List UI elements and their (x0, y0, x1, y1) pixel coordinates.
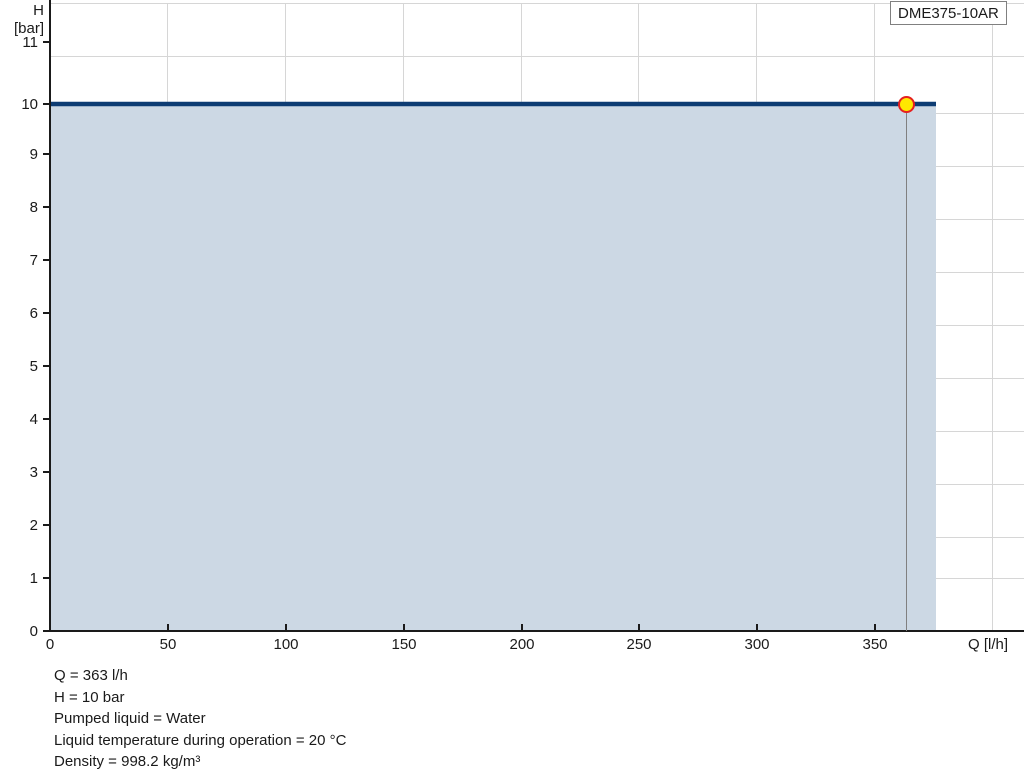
x-tick-100 (285, 624, 287, 632)
curve-fill-area (50, 104, 936, 631)
y-tick-label-2: 2 (29, 517, 38, 534)
y-tick-3 (43, 471, 51, 473)
x-tick-label-100: 100 (273, 636, 299, 653)
y-tick-10 (43, 103, 51, 105)
x-tick-label-50: 50 (159, 636, 177, 653)
x-axis-title: Q [l/h] (968, 636, 1009, 653)
x-tick-label-250: 250 (626, 636, 652, 653)
legend-label: DME375-10AR (898, 4, 999, 22)
y-tick-label-8: 8 (29, 199, 38, 216)
y-tick-label-10: 10 (21, 96, 38, 113)
x-tick-label-150: 150 (391, 636, 417, 653)
info-line-density: Density = 998.2 kg/m³ (54, 753, 201, 770)
y-tick-8 (43, 206, 51, 208)
y-tick-label-9: 9 (29, 146, 38, 163)
x-tick-label-300: 300 (744, 636, 770, 653)
x-axis-line (50, 630, 1024, 632)
y-tick-2 (43, 524, 51, 526)
y-tick-1 (43, 577, 51, 579)
x-tick-50 (167, 624, 169, 632)
plot-area (50, 3, 1024, 631)
y-axis-title: H [bar] (6, 2, 44, 38)
performance-curve-layer (50, 101, 936, 631)
y-tick-label-6: 6 (29, 305, 38, 322)
y-axis-title-unit: [bar] (13, 20, 44, 37)
x-tick-200 (521, 624, 523, 632)
y-tick-7 (43, 259, 51, 261)
y-tick-label-5: 5 (29, 358, 38, 375)
info-line-liquid: Pumped liquid = Water (54, 710, 206, 727)
x-tick-150 (403, 624, 405, 632)
y-tick-label-1: 1 (29, 570, 38, 587)
x-tick-label-350: 350 (862, 636, 888, 653)
x-tick-350 (874, 624, 876, 632)
info-line-temperature: Liquid temperature during operation = 20… (54, 731, 347, 749)
x-tick-300 (756, 624, 758, 632)
y-axis-title-symbol: H (33, 2, 44, 19)
y-tick-11 (43, 41, 51, 43)
y-tick-5 (43, 365, 51, 367)
legend-box[interactable]: DME375-10AR (890, 1, 1007, 25)
x-tick-label-200: 200 (509, 636, 535, 653)
y-tick-0 (43, 630, 51, 632)
y-tick-label-11: 11 (22, 34, 38, 51)
operating-point-dropline (906, 104, 907, 631)
x-tick-label-0: 0 (45, 636, 55, 653)
x-tick-250 (638, 624, 640, 632)
y-tick-label-4: 4 (29, 411, 38, 428)
y-tick-label-0: 0 (29, 623, 38, 640)
y-tick-label-3: 3 (29, 464, 38, 481)
operating-point-marker[interactable] (898, 96, 915, 113)
y-tick-6 (43, 312, 51, 314)
y-axis-line (49, 0, 51, 632)
y-tick-4 (43, 418, 51, 420)
info-line-head: H = 10 bar (54, 688, 125, 706)
info-line-flow: Q = 363 l/h (54, 667, 128, 684)
operating-conditions-block: Q = 363 l/h H = 10 bar Pumped liquid = W… (54, 665, 346, 773)
y-tick-9 (43, 153, 51, 155)
x-tick-0 (49, 624, 51, 632)
y-tick-label-7: 7 (29, 252, 38, 269)
